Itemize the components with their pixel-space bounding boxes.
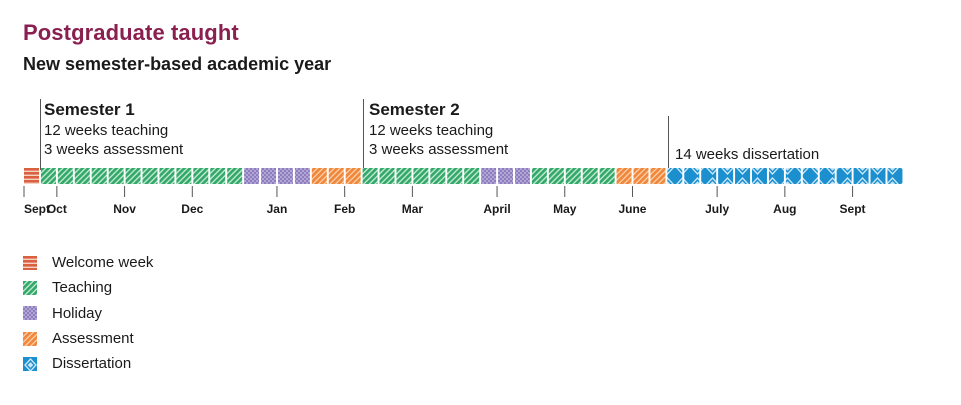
week-block-teaching: [447, 168, 463, 184]
month-label-july: July: [705, 202, 729, 216]
week-block-teaching: [57, 168, 73, 184]
week-block-holiday: [498, 168, 514, 184]
week-block-dissertation: [667, 168, 683, 184]
week-block-assessment: [311, 168, 327, 184]
month-label-oct: Oct: [47, 202, 67, 216]
week-block-assessment: [616, 168, 632, 184]
month-label-may: May: [553, 202, 577, 216]
week-block-teaching: [176, 168, 192, 184]
week-block-teaching: [210, 168, 226, 184]
dissertation-swatch: [23, 356, 37, 371]
month-label-feb: Feb: [334, 202, 355, 216]
week-block-dissertation: [887, 168, 903, 184]
week-block-teaching: [565, 168, 581, 184]
week-block-dissertation: [870, 168, 886, 184]
dissertation-note: 14 weeks dissertation: [675, 146, 820, 163]
semester-2-marker: [363, 99, 364, 170]
week-block-dissertation: [819, 168, 835, 184]
teaching-swatch: [23, 280, 37, 295]
week-block-assessment: [328, 168, 344, 184]
page-title: Postgraduate taught: [23, 20, 239, 45]
week-block-dissertation: [853, 168, 869, 184]
welcome-swatch: [23, 255, 37, 270]
week-block-teaching: [125, 168, 141, 184]
month-label-sept: Sept: [840, 202, 866, 216]
legend-item-welcome: Welcome week: [23, 250, 153, 275]
week-block-teaching: [74, 168, 90, 184]
week-block-teaching: [396, 168, 412, 184]
week-block-welcome: [24, 168, 39, 184]
semester-1-heading: Semester 1: [44, 100, 135, 119]
legend-item-teaching: Teaching: [23, 275, 153, 300]
week-block-assessment: [345, 168, 361, 184]
semester-1-assessment-note: 3 weeks assessment: [44, 141, 184, 158]
week-block-dissertation: [836, 168, 852, 184]
holiday-swatch: [23, 306, 37, 321]
month-label-sept: Sept: [24, 202, 50, 216]
month-label-april: April: [483, 202, 510, 216]
dissertation-marker: [668, 116, 669, 170]
week-block-dissertation: [768, 168, 784, 184]
week-block-dissertation: [802, 168, 818, 184]
legend: Welcome week Teaching Holiday Assessment: [23, 250, 153, 376]
week-blocks: [24, 168, 903, 184]
page-subtitle: New semester-based academic year: [23, 54, 332, 74]
month-label-dec: Dec: [181, 202, 203, 216]
week-block-teaching: [379, 168, 395, 184]
month-label-june: June: [618, 202, 646, 216]
semester-1-teaching-note: 12 weeks teaching: [44, 122, 169, 139]
month-label-nov: Nov: [113, 202, 136, 216]
week-block-teaching: [193, 168, 209, 184]
week-block-dissertation: [701, 168, 717, 184]
week-block-teaching: [548, 168, 564, 184]
week-block-teaching: [40, 168, 56, 184]
semester-2-teaching-note: 12 weeks teaching: [369, 122, 494, 139]
week-block-teaching: [227, 168, 243, 184]
week-block-teaching: [142, 168, 158, 184]
week-block-teaching: [430, 168, 446, 184]
week-block-holiday: [261, 168, 277, 184]
week-block-dissertation: [751, 168, 767, 184]
week-block-teaching: [91, 168, 107, 184]
week-block-teaching: [413, 168, 429, 184]
week-block-assessment: [650, 168, 666, 184]
semester-2-heading: Semester 2: [369, 100, 460, 119]
legend-item-dissertation: Dissertation: [23, 351, 153, 376]
month-label-aug: Aug: [773, 202, 796, 216]
week-block-teaching: [108, 168, 124, 184]
month-label-jan: Jan: [267, 202, 288, 216]
week-block-teaching: [362, 168, 378, 184]
week-block-teaching: [159, 168, 175, 184]
week-block-teaching: [582, 168, 598, 184]
week-block-assessment: [633, 168, 649, 184]
assessment-swatch: [23, 331, 37, 346]
week-block-holiday: [294, 168, 310, 184]
week-block-dissertation: [684, 168, 700, 184]
week-block-holiday: [481, 168, 497, 184]
legend-item-holiday: Holiday: [23, 301, 153, 326]
week-block-dissertation: [785, 168, 801, 184]
week-block-holiday: [244, 168, 260, 184]
week-block-teaching: [464, 168, 480, 184]
week-block-teaching: [599, 168, 615, 184]
legend-label-welcome: Welcome week: [52, 254, 154, 272]
legend-item-assessment: Assessment: [23, 326, 153, 351]
legend-label-holiday: Holiday: [52, 304, 103, 322]
month-label-mar: Mar: [402, 202, 424, 216]
legend-label-teaching: Teaching: [52, 279, 113, 297]
week-block-holiday: [277, 168, 293, 184]
week-block-dissertation: [735, 168, 751, 184]
week-block-dissertation: [718, 168, 734, 184]
legend-label-dissertation: Dissertation: [52, 355, 132, 373]
week-block-holiday: [514, 168, 530, 184]
week-block-teaching: [531, 168, 547, 184]
legend-label-assessment: Assessment: [52, 330, 134, 348]
semester-2-assessment-note: 3 weeks assessment: [369, 141, 509, 158]
semester-1-marker: [40, 99, 41, 170]
